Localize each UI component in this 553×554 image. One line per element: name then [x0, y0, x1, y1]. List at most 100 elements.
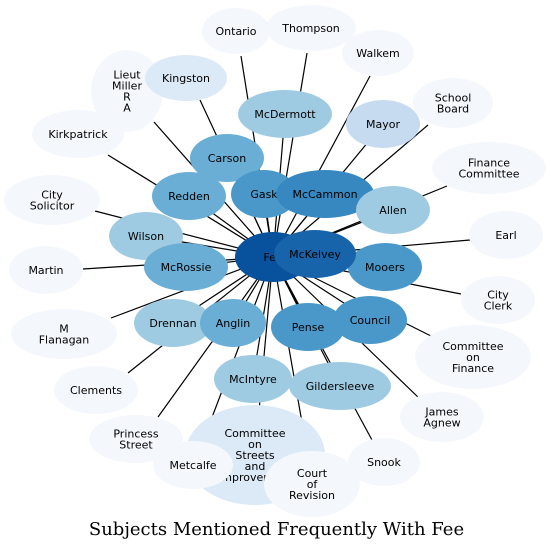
node-carson-ellipse	[190, 134, 264, 182]
node-mccammon-label: McCammon	[292, 188, 357, 201]
node-metcalfe: Metcalfe	[153, 441, 233, 489]
node-court-of-revision-label: of	[307, 478, 319, 491]
node-lieut-miller-label: R	[123, 91, 131, 104]
node-martin: Martin	[9, 246, 83, 294]
node-mooers-label: Mooers	[365, 261, 405, 274]
node-court-of-revision-ellipse	[264, 451, 360, 517]
node-clements-ellipse	[54, 366, 138, 414]
node-james-agnew-ellipse	[400, 392, 484, 442]
node-gask: Gask	[231, 170, 297, 218]
node-lieut-miller-ellipse	[91, 50, 163, 132]
node-m-flanagan-label: Flanagan	[39, 334, 90, 347]
node-wilson-label: Wilson	[128, 230, 164, 243]
node-clements: Clements	[54, 366, 138, 414]
node-drennan-label: Drennan	[149, 317, 196, 330]
node-mcintyre: McIntyre	[214, 355, 292, 403]
node-committee-on-finance-ellipse	[415, 325, 531, 389]
node-princess-street-ellipse	[89, 415, 183, 463]
node-school-board-label: School	[435, 92, 472, 105]
node-ontario-label: Ontario	[216, 25, 257, 38]
node-city-solicitor-label: City	[41, 189, 63, 202]
node-mcrossie: McRossie	[144, 243, 228, 291]
node-james-agnew-label: James	[424, 406, 458, 419]
node-school-board-label: Board	[437, 103, 469, 116]
edge-metcalfe	[202, 256, 274, 442]
node-city-clerk-label: Clerk	[484, 300, 513, 313]
node-james-agnew-label: Agnew	[423, 417, 460, 430]
node-ontario-ellipse	[202, 8, 270, 54]
node-clements-label: Clements	[70, 384, 122, 397]
node-city-solicitor-label: Solicitor	[30, 200, 75, 213]
node-committee-on-finance-label: on	[466, 351, 480, 364]
node-redden-label: Redden	[168, 190, 210, 203]
node-council: Council	[333, 296, 407, 344]
node-carson: Carson	[190, 134, 264, 182]
node-kirkpatrick: Kirkpatrick	[32, 110, 124, 158]
node-snook: Snook	[348, 438, 420, 486]
node-pense-label: Pense	[292, 321, 325, 334]
edge-walkem	[272, 75, 371, 258]
node-martin-label: Martin	[28, 264, 63, 277]
node-school-board-ellipse	[413, 78, 493, 128]
node-gildersleeve-label: Gildersleeve	[306, 380, 375, 393]
edge-thompson	[272, 52, 308, 258]
node-metcalfe-ellipse	[153, 441, 233, 489]
node-gask-ellipse	[231, 170, 297, 218]
node-allen: Allen	[356, 186, 430, 234]
node-mooers-ellipse	[348, 243, 422, 291]
node-redden-ellipse	[152, 172, 226, 220]
node-princess-street-label: Street	[119, 439, 153, 452]
node-finance-committee-label: Finance	[468, 157, 510, 170]
node-earl: Earl	[469, 211, 543, 259]
node-city-clerk-label: City	[487, 289, 509, 302]
node-drennan: Drennan	[134, 299, 212, 347]
node-court-of-revision-label: Revision	[289, 489, 335, 502]
node-committee-on-streets-label: on	[248, 438, 262, 451]
node-city-clerk-ellipse	[461, 276, 535, 324]
node-earl-label: Earl	[495, 229, 516, 242]
node-committee-on-streets-label: Streets	[235, 449, 274, 462]
node-mcrossie-label: McRossie	[161, 261, 212, 274]
node-mayor: Mayor	[346, 100, 420, 148]
node-m-flanagan-label: M	[59, 323, 69, 336]
node-mcintyre-ellipse	[214, 355, 292, 403]
node-mcrossie-ellipse	[144, 243, 228, 291]
node-mckelvey-label: McKelvey	[289, 248, 341, 261]
node-lieut-miller-label: Miller	[112, 80, 142, 93]
node-kirkpatrick-ellipse	[32, 110, 124, 158]
node-committee-on-streets-label: and	[245, 460, 266, 473]
node-walkem-label: Walkem	[356, 47, 399, 60]
node-mooers: Mooers	[348, 243, 422, 291]
node-mcdermott: McDermott	[238, 90, 332, 138]
node-city-solicitor-ellipse	[4, 175, 100, 225]
node-mayor-label: Mayor	[366, 118, 400, 131]
node-mcintyre-label: McIntyre	[229, 373, 277, 386]
node-mckelvey-ellipse	[274, 230, 356, 278]
node-council-label: Council	[350, 314, 391, 327]
node-snook-ellipse	[348, 438, 420, 486]
node-anglin-label: Anglin	[216, 317, 251, 330]
node-pense-ellipse	[271, 303, 345, 351]
node-pense: Pense	[271, 303, 345, 351]
node-kirkpatrick-label: Kirkpatrick	[48, 128, 108, 141]
node-mcdermott-ellipse	[238, 90, 332, 138]
node-snook-label: Snook	[367, 456, 401, 469]
node-thompson: Thompson	[266, 5, 356, 51]
node-carson-label: Carson	[208, 152, 246, 165]
center-node-layer: Fee McKelvey	[235, 230, 356, 282]
node-mcdermott-label: McDermott	[254, 108, 316, 121]
node-thompson-label: Thompson	[281, 22, 340, 35]
node-committee-on-finance-label: Finance	[452, 362, 494, 375]
node-earl-ellipse	[469, 211, 543, 259]
node-princess-street-label: Princess	[113, 428, 159, 441]
node-committee-on-streets-label: Committee	[224, 427, 285, 440]
node-martin-ellipse	[9, 246, 83, 294]
node-metcalfe-label: Metcalfe	[169, 459, 216, 472]
node-kingston-label: Kingston	[162, 72, 210, 85]
